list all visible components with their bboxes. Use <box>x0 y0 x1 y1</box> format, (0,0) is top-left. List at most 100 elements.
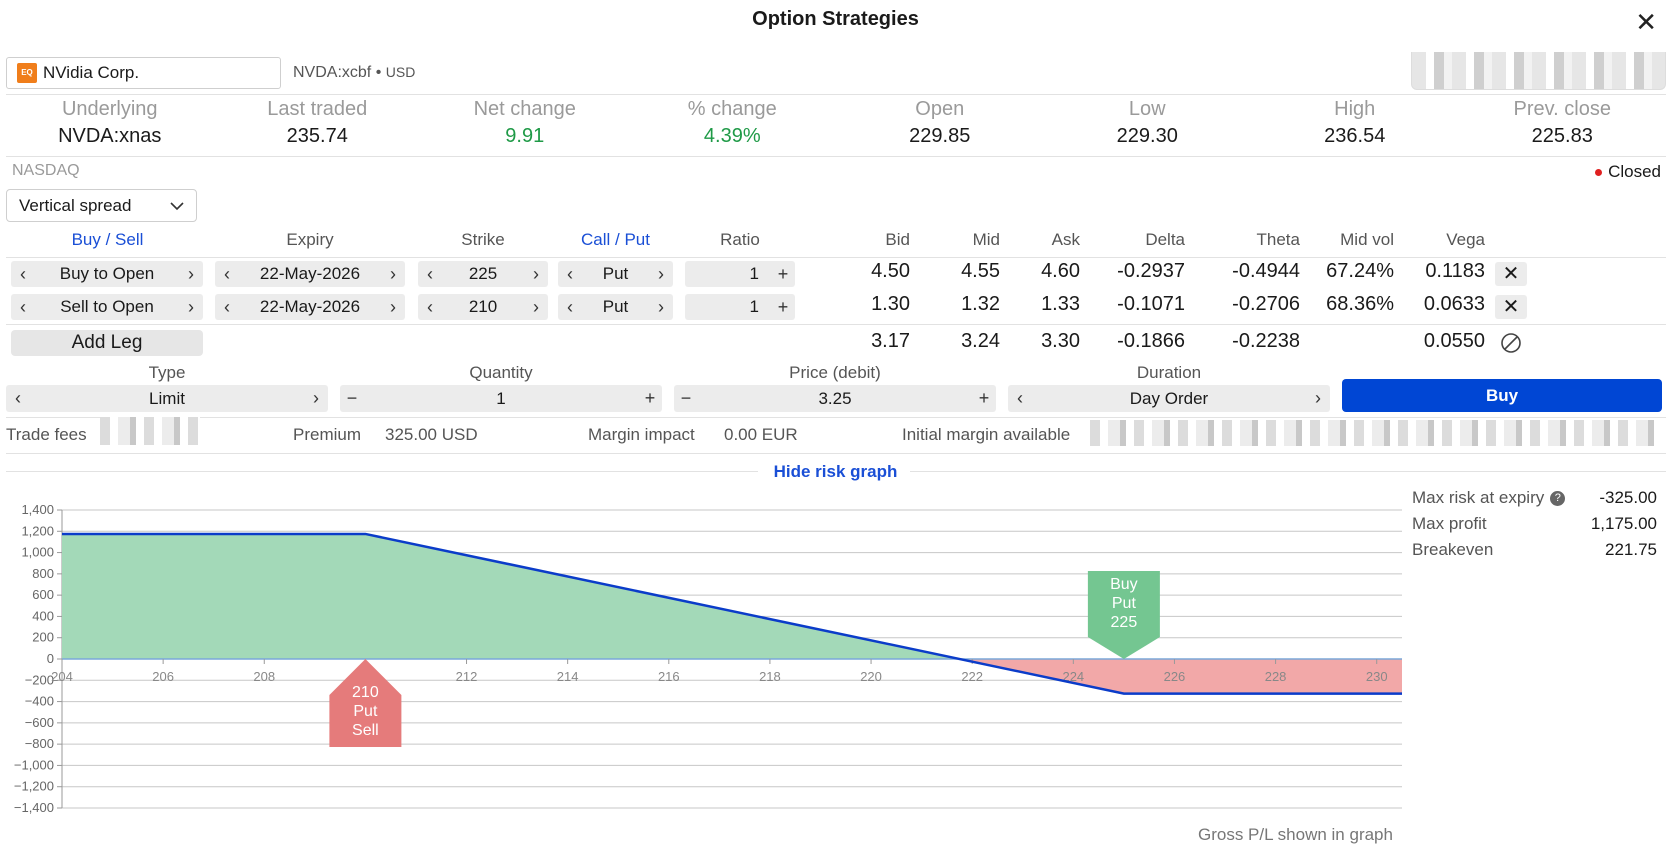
remove-leg-icon[interactable]: ✕ <box>1495 295 1527 319</box>
header-delta: Delta <box>1145 230 1185 249</box>
chevron-left-icon[interactable]: ‹ <box>20 263 26 284</box>
divider <box>6 471 758 472</box>
chevron-left-icon[interactable]: ‹ <box>224 263 230 284</box>
quote-label: Low <box>1128 98 1166 120</box>
minus-icon[interactable]: − <box>346 388 358 408</box>
minus-icon[interactable]: − <box>680 388 692 408</box>
add-leg-button[interactable]: Add Leg <box>11 330 203 356</box>
chevron-right-icon[interactable]: › <box>390 263 396 284</box>
chevron-right-icon[interactable]: › <box>390 296 396 317</box>
instrument-currency: USD <box>385 64 416 80</box>
risk-stat-value: 221.75 <box>1605 540 1657 559</box>
chevron-left-icon[interactable]: ‹ <box>224 296 230 317</box>
chevron-right-icon[interactable]: › <box>1315 388 1321 408</box>
x-tick-label: 216 <box>658 669 680 684</box>
leg-bid: 4.50 <box>871 260 910 282</box>
y-tick-label: −800 <box>25 736 54 751</box>
trade-fees-value <box>100 417 200 445</box>
total-vega: 0.0550 <box>1423 330 1485 352</box>
quote-label: Underlying <box>61 98 158 120</box>
x-tick-label: 218 <box>759 669 781 684</box>
exchange-label: NASDAQ <box>12 162 80 179</box>
leg-mid: 4.55 <box>961 260 1000 282</box>
price-stepper[interactable]: − 3.25 + <box>674 385 996 412</box>
order-type-stepper[interactable]: ‹ Limit › <box>6 385 328 412</box>
y-tick-label: 600 <box>32 587 54 602</box>
margin-impact-label: Margin impact <box>588 425 695 444</box>
plus-icon[interactable]: + <box>777 263 789 284</box>
side-stepper[interactable]: ‹ Sell to Open › <box>11 294 203 320</box>
chevron-left-icon[interactable]: ‹ <box>20 296 26 317</box>
header-mid-vol: Mid vol <box>1340 230 1394 249</box>
quantity-stepper[interactable]: − 1 + <box>340 385 662 412</box>
divider <box>6 94 1666 95</box>
ratio-stepper[interactable]: 1 + <box>685 261 795 287</box>
duration-stepper[interactable]: ‹ Day Order › <box>1008 385 1330 412</box>
buy-button[interactable]: Buy <box>1342 379 1662 412</box>
chevron-right-icon[interactable]: › <box>313 388 319 408</box>
quote-label: Net change <box>473 98 576 120</box>
leg-theta: -0.4944 <box>1232 260 1300 282</box>
strategy-select[interactable]: Vertical spread <box>6 189 197 222</box>
trade-fees-label: Trade fees <box>6 425 87 444</box>
chevron-left-icon[interactable]: ‹ <box>567 296 573 317</box>
header-ask: Ask <box>1051 230 1080 249</box>
disabled-icon <box>1501 333 1521 353</box>
chevron-left-icon[interactable]: ‹ <box>1017 388 1023 408</box>
instrument-search[interactable]: EQ NVidia Corp. <box>6 57 281 89</box>
strike-stepper[interactable]: ‹ 225 › <box>418 261 548 287</box>
leg-theta: -0.2706 <box>1232 293 1300 315</box>
chevron-right-icon[interactable]: › <box>188 296 194 317</box>
plus-icon[interactable]: + <box>777 296 789 317</box>
chevron-left-icon[interactable]: ‹ <box>15 388 21 408</box>
chevron-left-icon[interactable]: ‹ <box>427 296 433 317</box>
call-put-stepper[interactable]: ‹ Put › <box>558 261 673 287</box>
side-stepper[interactable]: ‹ Buy to Open › <box>11 261 203 287</box>
chevron-right-icon[interactable]: › <box>533 263 539 284</box>
divider <box>6 257 1666 258</box>
strike-stepper[interactable]: ‹ 210 › <box>418 294 548 320</box>
header-mid: Mid <box>972 230 1000 249</box>
account-selector[interactable] <box>1411 52 1666 90</box>
instrument-symbol-info: NVDA:xcbf • USD <box>293 64 416 81</box>
plus-icon[interactable]: + <box>644 388 656 408</box>
call-put-stepper[interactable]: ‹ Put › <box>558 294 673 320</box>
chevron-left-icon[interactable]: ‹ <box>427 263 433 284</box>
instrument-symbol: NVDA:xcbf <box>293 64 372 81</box>
chevron-left-icon[interactable]: ‹ <box>567 263 573 284</box>
risk-stat-value: 1,175.00 <box>1590 514 1657 533</box>
header-call-put[interactable]: Call / Put <box>581 230 650 249</box>
leg-delta: -0.1071 <box>1117 293 1185 315</box>
header-buy-sell[interactable]: Buy / Sell <box>71 230 144 249</box>
quote-value: 4.39% <box>703 125 761 147</box>
leg-bid: 1.30 <box>871 293 910 315</box>
x-tick-label: 230 <box>1366 669 1388 684</box>
quote-value: NVDA:xnas <box>58 125 162 147</box>
close-icon[interactable]: ✕ <box>1635 7 1657 37</box>
expiry-stepper[interactable]: ‹ 22-May-2026 › <box>215 294 405 320</box>
quote-value: 225.83 <box>1531 125 1593 147</box>
expiry-stepper[interactable]: ‹ 22-May-2026 › <box>215 261 405 287</box>
pl-line <box>62 532 1402 695</box>
divider <box>910 471 1666 472</box>
chevron-right-icon[interactable]: › <box>658 263 664 284</box>
divider <box>6 324 1666 325</box>
chevron-right-icon[interactable]: › <box>533 296 539 317</box>
y-tick-label: 0 <box>47 651 54 666</box>
x-tick-label: 214 <box>557 669 579 684</box>
quote-strip: Underlying NVDA:xnas Last traded 235.74 Net … <box>6 98 1666 148</box>
help-icon[interactable]: ? <box>1550 491 1566 507</box>
remove-leg-icon[interactable]: ✕ <box>1495 262 1527 286</box>
plus-icon[interactable]: + <box>978 388 990 408</box>
ratio-stepper[interactable]: 1 + <box>685 294 795 320</box>
hide-risk-graph-link[interactable]: Hide risk graph <box>773 462 898 481</box>
risk-stat-row: Max risk at expiry? -325.00 <box>1412 488 1657 508</box>
x-tick-label: 228 <box>1265 669 1287 684</box>
y-tick-label: 800 <box>32 566 54 581</box>
chevron-right-icon[interactable]: › <box>658 296 664 317</box>
total-ask: 3.30 <box>1041 330 1080 352</box>
quote-item: Net change 9.91 <box>421 98 629 148</box>
chevron-right-icon[interactable]: › <box>188 263 194 284</box>
y-tick-label: −200 <box>25 672 54 687</box>
quote-item: High 236.54 <box>1251 98 1459 148</box>
